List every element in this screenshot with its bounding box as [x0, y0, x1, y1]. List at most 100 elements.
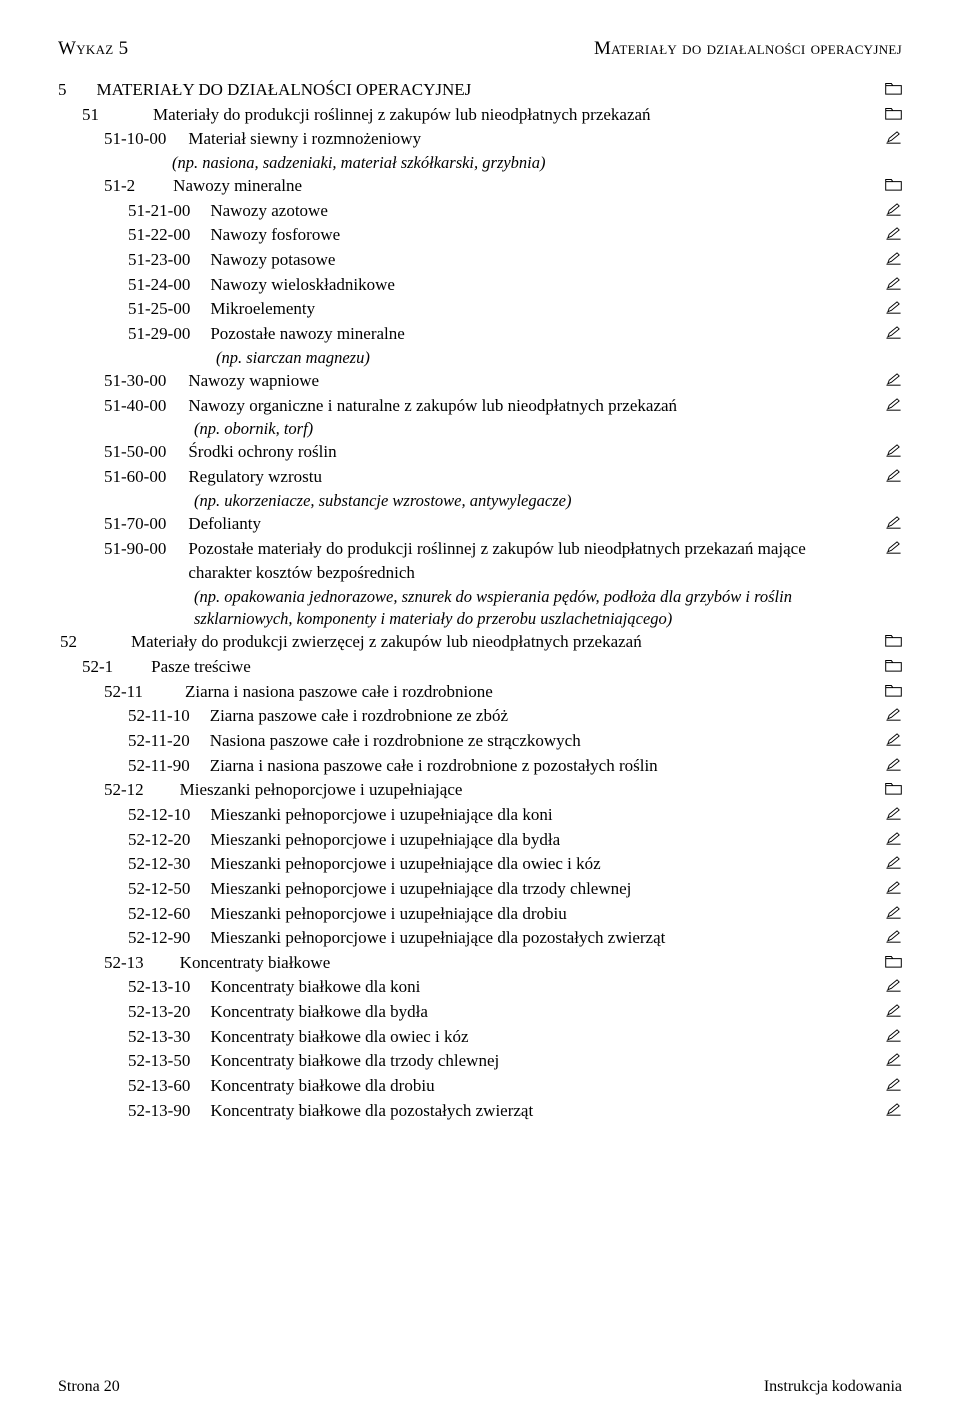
row-code: 52: [58, 630, 77, 655]
row-code: 51-30-00: [58, 369, 166, 394]
note-indent: [58, 490, 194, 512]
row-icon: [880, 975, 902, 998]
row-code: 52-12-30: [58, 852, 190, 877]
row-text: Ziarna paszowe całe i rozdrobnione ze zb…: [210, 704, 880, 729]
row-icon: [880, 347, 902, 369]
row-code: 52-13-20: [58, 1000, 190, 1025]
row-icon: [880, 803, 902, 826]
row-text: Mieszanki pełnoporcjowe i uzupełniające …: [210, 926, 880, 951]
row-icon: [880, 174, 902, 197]
row-text: Mieszanki pełnoporcjowe i uzupełniające …: [210, 852, 880, 877]
row-icon: [880, 103, 902, 126]
folder-icon: [885, 659, 902, 672]
row-icon: [880, 655, 902, 678]
row-code: 52-11: [58, 680, 143, 705]
row-icon: [880, 926, 902, 949]
table-row: 51-22-00 Nawozy fosforowe: [58, 223, 902, 248]
table-row: 51-2Nawozy mineralne: [58, 174, 902, 199]
note-indent: [58, 347, 216, 369]
pen-icon: [885, 806, 902, 821]
table-row: 52-11Ziarna i nasiona paszowe całe i roz…: [58, 680, 902, 705]
row-text: Nawozy mineralne: [173, 174, 880, 199]
row-code: 52-1: [58, 655, 113, 680]
row-icon: [880, 490, 902, 512]
table-row: 52-13Koncentraty białkowe: [58, 951, 902, 976]
row-icon: [880, 586, 902, 631]
row-code: 51-22-00: [58, 223, 190, 248]
pen-icon: [885, 325, 902, 340]
row-code: 51-29-00: [58, 322, 190, 347]
table-row: 51-29-00 Pozostałe nawozy mineralne: [58, 322, 902, 347]
table-row: 52-11-10 Ziarna paszowe całe i rozdrobnio…: [58, 704, 902, 729]
table-row: 51-90-00Pozostałe materiały do produkcji…: [58, 537, 902, 586]
row-code: 51-25-00: [58, 297, 190, 322]
row-icon: [880, 152, 902, 174]
table-row: 5MATERIAŁY DO DZIAŁALNOŚCI OPERACYJNEJ: [58, 78, 902, 103]
table-row: 52-1Pasze treściwe: [58, 655, 902, 680]
pen-icon: [885, 251, 902, 266]
row-code: 52-13-10: [58, 975, 190, 1000]
table-row: 51Materiały do produkcji roślinnej z zak…: [58, 103, 902, 128]
folder-icon: [885, 634, 902, 647]
note-text: (np. opakowania jednorazowe, sznurek do …: [194, 586, 880, 631]
row-text: Mieszanki pełnoporcjowe i uzupełniające …: [210, 828, 880, 853]
row-text: Regulatory wzrostu: [188, 465, 880, 490]
note-indent: [58, 152, 172, 174]
row-text: Mieszanki pełnoporcjowe i uzupełniające: [180, 778, 880, 803]
row-text: Koncentraty białkowe: [180, 951, 880, 976]
pen-icon: [885, 515, 902, 530]
table-row: 52-12-30 Mieszanki pełnoporcjowe i uzupeł…: [58, 852, 902, 877]
pen-icon: [885, 707, 902, 722]
row-icon: [880, 394, 902, 417]
row-code: 52-12-10: [58, 803, 190, 828]
row-text: Nasiona paszowe całe i rozdrobnione ze s…: [210, 729, 880, 754]
row-code: 52-12-50: [58, 877, 190, 902]
pen-icon: [885, 130, 902, 145]
pen-icon: [885, 276, 902, 291]
note-row: (np. siarczan magnezu): [58, 347, 902, 369]
row-icon: [880, 902, 902, 925]
row-icon: [880, 273, 902, 296]
pen-icon: [885, 202, 902, 217]
row-text: Koncentraty białkowe dla drobiu: [210, 1074, 880, 1099]
pen-icon: [885, 1003, 902, 1018]
row-code: 51: [58, 103, 99, 128]
row-icon: [880, 1099, 902, 1122]
table-row: 51-25-00Mikroelementy: [58, 297, 902, 322]
row-code: 51-40-00: [58, 394, 166, 419]
header-right: Materiały do działalności operacyjnej: [594, 38, 902, 60]
row-icon: [880, 1049, 902, 1072]
row-text: Pozostałe nawozy mineralne: [210, 322, 880, 347]
note-text: (np. obornik, torf): [194, 418, 880, 440]
folder-icon: [885, 178, 902, 191]
row-code: 52-13-30: [58, 1025, 190, 1050]
table-row: 52Materiały do produkcji zwierzęcej z za…: [58, 630, 902, 655]
pen-icon: [885, 855, 902, 870]
row-icon: [880, 778, 902, 801]
row-code: 52-11-10: [58, 704, 190, 729]
pen-icon: [885, 1077, 902, 1092]
row-text: MATERIAŁY DO DZIAŁALNOŚCI OPERACYJNEJ: [97, 78, 881, 103]
row-icon: [880, 828, 902, 851]
folder-icon: [885, 684, 902, 697]
table-row: 51-10-00Materiał siewny i rozmnożeniowy: [58, 127, 902, 152]
pen-icon: [885, 978, 902, 993]
pen-icon: [885, 1028, 902, 1043]
row-icon: [880, 852, 902, 875]
row-text: Nawozy fosforowe: [210, 223, 880, 248]
row-text: Defolianty: [188, 512, 880, 537]
table-row: 52-13-60Koncentraty białkowe dla drobiu: [58, 1074, 902, 1099]
table-row: 52-11-20Nasiona paszowe całe i rozdrobni…: [58, 729, 902, 754]
pen-icon: [885, 540, 902, 555]
row-text: Nawozy wapniowe: [188, 369, 880, 394]
table-row: 52-13-20Koncentraty białkowe dla bydła: [58, 1000, 902, 1025]
row-icon: [880, 440, 902, 463]
note-row: (np. ukorzeniacze, substancje wzrostowe,…: [58, 490, 902, 512]
code-table: 5MATERIAŁY DO DZIAŁALNOŚCI OPERACYJNEJ51…: [58, 78, 902, 1123]
table-row: 52-12-90Mieszanki pełnoporcjowe i uzupeł…: [58, 926, 902, 951]
row-icon: [880, 729, 902, 752]
pen-icon: [885, 468, 902, 483]
folder-icon: [885, 107, 902, 120]
row-icon: [880, 537, 902, 560]
row-code: 52-11-90: [58, 754, 190, 779]
